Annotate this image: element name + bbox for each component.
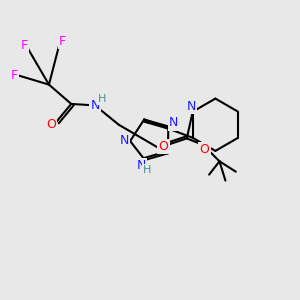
- Text: O: O: [46, 118, 56, 131]
- Text: N: N: [90, 99, 100, 112]
- Text: F: F: [59, 35, 66, 48]
- Text: N: N: [119, 134, 129, 147]
- Text: O: O: [200, 143, 210, 156]
- Text: H: H: [143, 165, 152, 176]
- Text: F: F: [21, 40, 28, 52]
- Text: F: F: [10, 69, 17, 82]
- Text: N: N: [169, 116, 178, 129]
- Text: O: O: [159, 140, 169, 153]
- Text: N: N: [187, 100, 196, 113]
- Text: H: H: [98, 94, 106, 104]
- Text: N: N: [136, 159, 146, 172]
